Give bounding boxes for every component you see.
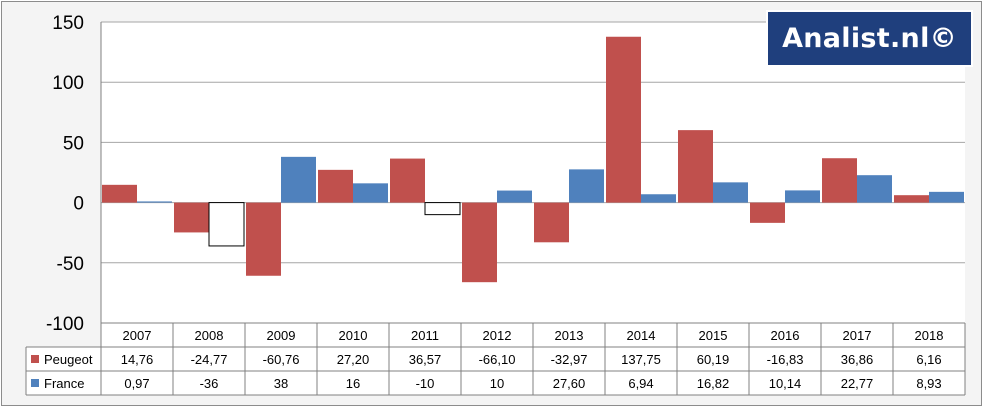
x-category-label: 2013 [555,328,584,343]
legend-key-peugeot [31,355,39,363]
bar-france-2011 [424,202,461,216]
x-category-label: 2018 [915,328,944,343]
bar-france-2013 [569,169,604,203]
y-tick-label: -50 [57,254,84,275]
bar-peugeot-2013 [534,202,569,243]
bar-france-2010 [353,183,388,203]
data-label-peugeot: 60,19 [697,352,730,367]
bar-france-2015 [713,182,748,203]
analist-logo: Analist.nl© [766,10,973,67]
x-category-label: 2010 [339,328,368,343]
data-label-france: 27,60 [553,376,586,391]
bar-france-2007 [137,201,172,203]
bar-peugeot-2014 [606,36,641,203]
data-label-france: 0,97 [124,376,149,391]
x-category-label: 2015 [699,328,728,343]
data-label-peugeot: -60,76 [263,352,300,367]
x-category-label: 2007 [123,328,152,343]
y-tick-label: 50 [63,133,84,154]
data-label-france: 8,93 [916,376,941,391]
bar-peugeot-2018 [894,195,929,203]
data-label-peugeot: 36,86 [841,352,874,367]
bar-peugeot-2010 [318,169,353,203]
bar-peugeot-2012 [462,202,497,283]
bar-france-2016 [785,190,820,203]
x-category-label: 2012 [483,328,512,343]
y-tick-label: 100 [52,73,84,94]
x-category-label: 2011 [411,328,439,343]
x-category-label: 2016 [771,328,800,343]
legend-label-france: France [44,376,84,391]
data-label-peugeot: 137,75 [621,352,661,367]
data-label-france: -36 [200,376,219,391]
data-label-peugeot: -16,83 [767,352,804,367]
data-label-france: 22,77 [841,376,874,391]
bar-peugeot-2007 [102,184,137,203]
x-category-label: 2014 [627,328,656,343]
bar-france-2017 [857,175,892,203]
bar-peugeot-2016 [750,202,785,223]
legend-key-france [31,379,39,387]
bar-peugeot-2008 [174,202,209,233]
data-label-peugeot: 14,76 [121,352,154,367]
bar-peugeot-2015 [678,130,713,203]
bar-france-2009 [281,156,316,203]
data-label-peugeot: -24,77 [191,352,228,367]
data-label-peugeot: 6,16 [916,352,941,367]
y-tick-label: 0 [73,194,84,215]
x-category-label: 2009 [267,328,296,343]
x-category-label: 2017 [843,328,872,343]
bar-france-2018 [929,191,964,203]
x-category-label: 2008 [195,328,224,343]
bar-france-2014 [641,194,676,203]
data-label-peugeot: -66,10 [479,352,516,367]
data-label-peugeot: -32,97 [551,352,588,367]
bar-peugeot-2009 [246,202,281,276]
data-label-peugeot: 36,57 [409,352,442,367]
y-tick-label: -100 [46,314,84,335]
plot-area [101,22,965,323]
bar-france-2008 [208,202,245,247]
data-label-peugeot: 27,20 [337,352,370,367]
data-label-france: 10,14 [769,376,802,391]
data-label-france: 6,94 [628,376,653,391]
bar-peugeot-2011 [390,158,425,203]
data-label-france: -10 [416,376,435,391]
data-label-france: 10 [490,376,504,391]
bar-france-2012 [497,190,532,203]
data-label-france: 38 [274,376,288,391]
bar-peugeot-2017 [822,158,857,203]
legend-label-peugeot: Peugeot [44,352,93,367]
data-label-france: 16,82 [697,376,730,391]
data-label-france: 16 [346,376,360,391]
y-tick-label: 150 [52,13,84,34]
